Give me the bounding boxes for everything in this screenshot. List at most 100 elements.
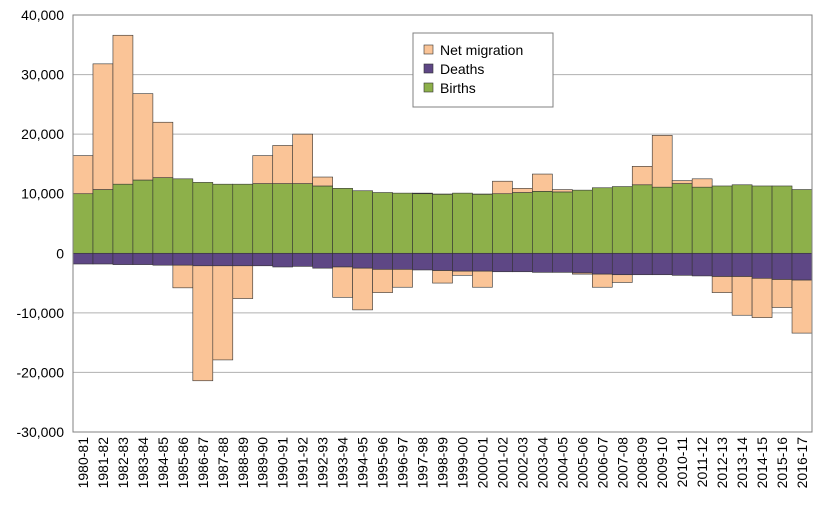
x-tick-label: 1980-81 — [75, 437, 91, 489]
bar-segment — [332, 266, 353, 298]
bar-segment — [72, 155, 94, 195]
bar-segment — [312, 176, 333, 187]
x-tick-label: 2014-15 — [754, 437, 770, 489]
bar-segment — [332, 188, 353, 254]
bar-segment — [392, 252, 413, 270]
x-tick-label: 1991-92 — [295, 437, 311, 489]
bar-segment — [472, 252, 493, 272]
y-tick-label: 30,000 — [21, 67, 64, 83]
bar-segment — [432, 270, 453, 284]
bar-segment — [412, 193, 433, 254]
bar-segment — [691, 252, 713, 277]
bar-segment — [731, 276, 753, 316]
x-tick-label: 1992-93 — [315, 437, 331, 489]
bar-segment — [492, 252, 513, 273]
bar-segment — [791, 279, 813, 334]
x-tick-label: 2013-14 — [734, 437, 750, 489]
bar-segment — [272, 183, 294, 254]
bar-segment — [392, 269, 413, 288]
bar-segment — [591, 273, 613, 288]
x-tick-label: 2000-01 — [474, 437, 490, 489]
bar-segment — [312, 185, 333, 254]
bar-segment — [452, 270, 473, 276]
bar-segment — [352, 267, 373, 311]
bar-segment — [152, 252, 174, 266]
legend-swatch — [423, 63, 434, 74]
bar-segment — [791, 189, 813, 254]
bar-segment — [671, 183, 693, 254]
x-tick-label: 1993-94 — [335, 437, 351, 489]
bar-segment — [711, 185, 733, 254]
legend-box — [412, 32, 554, 108]
x-tick-label: 2009-10 — [654, 437, 670, 489]
bar-segment — [671, 252, 693, 276]
x-tick-label: 2010-11 — [674, 437, 690, 488]
bar-segment — [412, 252, 433, 271]
bar-segment — [791, 252, 813, 281]
bar-segment — [572, 252, 593, 274]
legend-label: Deaths — [440, 61, 484, 77]
bar-segment — [252, 252, 274, 267]
bar-segment — [631, 184, 653, 254]
bar-segment — [771, 279, 793, 308]
bar-segment — [392, 192, 413, 254]
bar-segment — [512, 252, 533, 273]
x-tick-label: 1996-97 — [395, 437, 411, 489]
bar-segment — [252, 183, 274, 254]
bar-segment — [691, 178, 713, 188]
bar-segment — [172, 178, 194, 254]
bar-segment — [172, 252, 194, 266]
x-tick-label: 1988-89 — [235, 437, 251, 489]
x-tick-label: 1998-99 — [435, 437, 451, 489]
bar-segment — [492, 180, 513, 195]
legend-label: Net migration — [440, 42, 523, 58]
x-tick-label: 1982-83 — [115, 437, 131, 489]
x-tick-label: 1984-85 — [155, 437, 171, 489]
bar-segment — [472, 194, 493, 254]
bar-segment — [591, 187, 613, 254]
bar-segment — [492, 193, 513, 254]
bar-segment — [432, 252, 453, 271]
bar-segment — [212, 183, 234, 254]
bar-segment — [452, 192, 473, 254]
bar-segment — [771, 252, 793, 280]
x-tick-label: 2007-08 — [614, 437, 630, 489]
bar-segment — [292, 133, 313, 184]
bar-segment — [212, 265, 234, 361]
x-tick-label: 1990-91 — [275, 437, 291, 489]
bar-segment — [192, 182, 214, 254]
bar-segment — [611, 186, 633, 254]
bar-segment — [292, 252, 313, 267]
bar-segment — [152, 177, 174, 254]
bar-segment — [751, 278, 773, 318]
x-tick-label: 1997-98 — [415, 437, 431, 489]
bar-segment — [412, 192, 433, 195]
bar-segment — [332, 252, 353, 268]
bar-segment — [731, 184, 753, 254]
bar-segment — [631, 166, 653, 186]
x-tick-label: 1987-88 — [215, 437, 231, 489]
bar-segment — [112, 34, 134, 185]
x-tick-label: 2001-02 — [494, 437, 510, 489]
bar-segment — [572, 272, 593, 275]
x-tick-label: 1999-00 — [454, 437, 470, 489]
bar-segment — [651, 252, 673, 276]
bar-segment — [532, 173, 553, 192]
x-tick-label: 2002-03 — [514, 437, 530, 489]
bar-segment — [92, 189, 114, 254]
bar-segment — [751, 185, 773, 254]
bar-segment — [372, 269, 393, 293]
bar-segment — [172, 264, 194, 289]
x-tick-label: 1985-86 — [175, 437, 191, 489]
bar-segment — [272, 252, 294, 268]
x-tick-label: 2016-17 — [794, 437, 810, 489]
bar-segment — [611, 274, 633, 283]
bar-segment — [232, 252, 254, 267]
bar-segment — [591, 252, 613, 275]
bar-segment — [711, 276, 733, 293]
y-tick-label: -30,000 — [17, 424, 65, 440]
bar-segment — [671, 180, 693, 184]
x-tick-label: 1989-90 — [255, 437, 271, 489]
y-tick-label: 40,000 — [21, 7, 64, 23]
